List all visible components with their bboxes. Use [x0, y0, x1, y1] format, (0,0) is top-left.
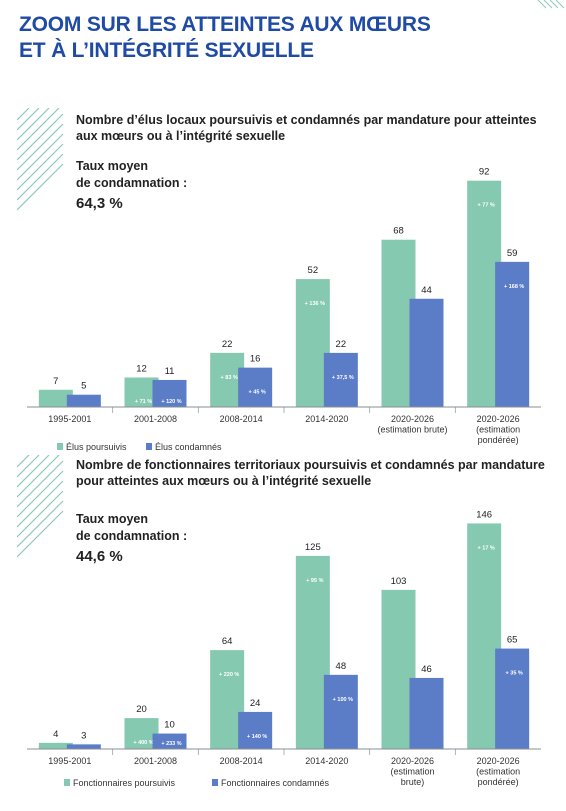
category-label: 1995-2001: [48, 414, 91, 424]
category-label: 2014-2020: [305, 414, 348, 424]
bar-condamnes: [495, 261, 530, 407]
bar-value-label: 103: [391, 576, 407, 587]
bar-value-label: 44: [421, 285, 432, 296]
chart-title-fonctionnaires: Nombre de fonctionnaires territoriaux po…: [76, 458, 545, 488]
average-rate-value: 64,3 %: [76, 195, 123, 212]
bar-condamnes: [409, 298, 444, 407]
bar-change-label: + 120 %: [161, 399, 181, 405]
bar-condamnes: [66, 394, 101, 407]
bar-value-label: 10: [164, 720, 175, 731]
bar-change-label: + 95 %: [306, 578, 323, 584]
category-label: pondérée): [478, 435, 519, 445]
bar-change-label: + 17 %: [478, 545, 495, 551]
category-label: 2014-2020: [305, 756, 348, 766]
page-title: ZOOM SUR LES ATTEINTES AUX MŒURS ET À L’…: [19, 12, 431, 64]
bar-condamnes: [495, 648, 530, 749]
average-rate-label-line-2: de condamnation :: [76, 176, 188, 190]
bar-change-label: + 71 %: [135, 399, 152, 405]
average-rate-label-line-1: Taux moyen: [76, 159, 149, 173]
bar-change-label: + 77 %: [478, 203, 495, 209]
bar-value-label: 48: [336, 661, 347, 672]
bar-value-label: 22: [222, 339, 233, 350]
bar-condamnes: [323, 674, 358, 749]
bar-value-label: 12: [136, 363, 147, 374]
page-title-line-1: ZOOM SUR LES ATTEINTES AUX MŒURS: [19, 13, 431, 36]
category-label: brute): [401, 777, 425, 787]
bar-condamnes: [66, 744, 101, 749]
bar-poursuivis: [38, 742, 73, 749]
legend-label: Fonctionnaires poursuivis: [73, 778, 176, 788]
legend-swatch: [64, 779, 70, 786]
bar-change-label: + 37,5 %: [332, 375, 354, 381]
legend-swatch: [57, 443, 63, 450]
page-title-line-2: ET À L’INTÉGRITÉ SEXUELLE: [19, 39, 314, 62]
chart-title-elus: Nombre d’élus locaux poursuivis et conda…: [76, 113, 537, 143]
bar-value-label: 22: [336, 339, 347, 350]
bar-value-label: 16: [250, 354, 261, 365]
bar-value-label: 5: [81, 381, 86, 392]
bar-change-label: + 136 %: [305, 301, 325, 307]
bar-change-label: + 35 %: [506, 671, 523, 677]
bar-value-label: 92: [479, 167, 490, 178]
category-label: 1995-2001: [48, 756, 91, 766]
bar-value-label: 125: [305, 542, 321, 553]
category-label: 2020-2026: [391, 756, 434, 766]
legend-swatch: [212, 779, 218, 786]
category-label: 2020-2026: [391, 414, 434, 424]
bar-condamnes: [323, 352, 358, 407]
bar-value-label: 64: [222, 636, 233, 647]
bar-value-label: 20: [136, 704, 147, 715]
category-label: 2001-2008: [134, 756, 177, 766]
category-label: (estimation: [476, 767, 520, 777]
bar-condamnes: [409, 677, 444, 749]
category-label: (estimation: [390, 767, 434, 777]
legend-label: Élus condamnés: [155, 442, 222, 452]
bar-value-label: 65: [507, 635, 518, 646]
category-label: 2020-2026: [477, 756, 520, 766]
legend-label: Élus poursuivis: [66, 442, 127, 452]
average-rate-fonctionnaires: Taux moyen de condamnation : 44,6 %: [76, 511, 187, 565]
category-label: (estimation brute): [377, 425, 447, 435]
bar-value-label: 4: [53, 729, 58, 740]
bar-change-label: + 45 %: [249, 390, 266, 396]
legend-swatch: [146, 443, 152, 450]
bar-value-label: 46: [421, 664, 432, 675]
category-label: (estimation: [476, 425, 520, 435]
bar-condamnes: [238, 711, 273, 749]
bar-change-label: + 83 %: [221, 375, 238, 381]
bar-change-label: + 100 %: [333, 697, 353, 703]
bar-change-label: + 233 %: [161, 741, 181, 747]
bar-value-label: 7: [53, 376, 58, 387]
bar-change-label: + 400 %: [133, 740, 153, 746]
bar-value-label: 52: [308, 265, 319, 276]
bar-value-label: 146: [476, 509, 492, 520]
bar-change-label: + 168 %: [504, 284, 524, 290]
bar-value-label: 24: [250, 698, 261, 709]
bar-change-label: + 140 %: [247, 734, 267, 740]
category-label: 2008-2014: [220, 756, 263, 766]
category-label: 2020-2026: [477, 414, 520, 424]
bar-value-label: 68: [393, 226, 404, 237]
bar-condamnes: [152, 733, 187, 749]
average-rate-value: 44,6 %: [76, 548, 123, 565]
bar-change-label: + 220 %: [219, 672, 239, 678]
bar-poursuivis: [38, 389, 73, 407]
bar-value-label: 59: [507, 248, 518, 259]
average-rate-label-line-2: de condamnation :: [76, 529, 188, 543]
decorative-stripes-corner: [537, 0, 565, 9]
average-rate-label-line-1: Taux moyen: [76, 512, 149, 526]
bar-chart-elus: 7 5 1995-2001 12 + 71 % 11 + 120 % 2001-2008 22 +…: [27, 167, 541, 452]
category-label: pondérée): [478, 777, 519, 787]
decorative-stripes-fonctionnaires: [17, 455, 64, 558]
bar-condamnes: [152, 379, 187, 407]
bar-value-label: 11: [165, 366, 175, 377]
bar-value-label: 3: [81, 730, 86, 741]
category-label: 2001-2008: [134, 414, 177, 424]
category-label: 2008-2014: [220, 414, 263, 424]
average-rate-elus: Taux moyen de condamnation : 64,3 %: [76, 158, 187, 212]
legend-label: Fonctionnaires condamnés: [221, 778, 330, 788]
decorative-stripes-elus: [17, 108, 64, 211]
bar-condamnes: [238, 367, 273, 407]
